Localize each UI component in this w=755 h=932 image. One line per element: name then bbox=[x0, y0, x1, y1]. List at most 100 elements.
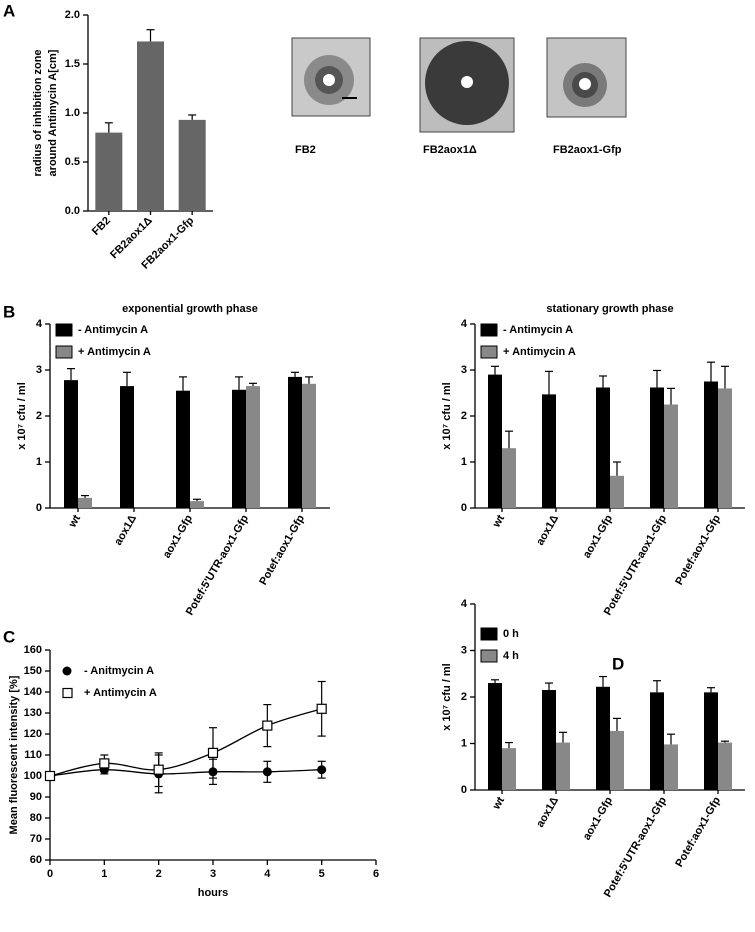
y-tick-label: 4 bbox=[36, 318, 43, 330]
panel-label: C bbox=[3, 627, 15, 646]
bar bbox=[178, 119, 206, 211]
bar bbox=[664, 744, 678, 790]
legend-swatch bbox=[480, 649, 498, 663]
y-tick-label: 3 bbox=[461, 644, 467, 656]
y-axis-label: radius of inhibition zone bbox=[32, 49, 44, 176]
x-tick-label: wt bbox=[490, 513, 507, 531]
y-tick-label: 110 bbox=[24, 749, 42, 761]
y-tick-label: 2 bbox=[461, 410, 467, 422]
photo-label: FB2aox1-Gfp bbox=[553, 144, 622, 156]
y-tick-label: 3 bbox=[36, 364, 42, 376]
y-tick-label: 1 bbox=[36, 456, 42, 468]
bar bbox=[650, 387, 664, 508]
y-tick-label: 2 bbox=[461, 691, 467, 703]
point bbox=[153, 764, 164, 775]
photo bbox=[419, 37, 515, 133]
point bbox=[99, 758, 110, 769]
bar bbox=[78, 497, 92, 508]
panel-label: D bbox=[612, 654, 624, 673]
legend-swatch bbox=[480, 345, 498, 359]
legend-label: 0 h bbox=[503, 628, 519, 640]
x-tick-label: aox1Δ bbox=[112, 513, 139, 548]
bar bbox=[64, 380, 78, 508]
x-tick-label: 6 bbox=[373, 868, 379, 880]
y-tick-label: 2 bbox=[36, 410, 42, 422]
bar bbox=[542, 690, 556, 790]
bar bbox=[556, 742, 570, 790]
bar bbox=[718, 742, 732, 790]
point bbox=[317, 765, 327, 775]
bar bbox=[650, 692, 664, 790]
y-tick-label: 1 bbox=[461, 456, 467, 468]
photo-label: FB2 bbox=[295, 144, 316, 156]
legend-label: + Antimycin A bbox=[84, 687, 157, 699]
x-tick-label: Potef:5'UTR-aox1-Gfp bbox=[602, 795, 669, 900]
bar bbox=[610, 730, 624, 790]
bar bbox=[190, 501, 204, 508]
x-tick-label: 5 bbox=[319, 868, 325, 880]
y-tick-label: 60 bbox=[30, 854, 42, 866]
bar bbox=[302, 383, 316, 508]
y-tick-label: 2.0 bbox=[65, 9, 80, 21]
legend-label: + Antimycin A bbox=[78, 346, 151, 358]
x-tick-label: Potef:5'UTR-aox1-Gfp bbox=[184, 513, 251, 618]
x-tick-label: aox1Δ bbox=[534, 795, 561, 830]
photo bbox=[291, 37, 371, 117]
y-tick-label: 90 bbox=[30, 791, 42, 803]
bar bbox=[704, 381, 718, 508]
y-tick-label: 120 bbox=[24, 728, 42, 740]
point bbox=[207, 747, 219, 759]
legend-marker bbox=[62, 687, 73, 699]
x-tick-label: 4 bbox=[264, 868, 271, 880]
bar bbox=[288, 376, 302, 508]
bar bbox=[718, 388, 732, 508]
chart-title: exponential growth phase bbox=[122, 303, 258, 315]
bar bbox=[246, 386, 260, 508]
bar bbox=[95, 132, 123, 211]
x-tick-label: Potef:aox1-Gfp bbox=[257, 513, 307, 588]
y-tick-label: 130 bbox=[24, 707, 42, 719]
y-tick-label: 70 bbox=[30, 833, 42, 845]
legend-swatch bbox=[480, 627, 498, 641]
y-axis-label: around Antimycin A[cm] bbox=[47, 49, 59, 176]
y-tick-label: 0 bbox=[461, 784, 467, 796]
x-tick-label: 0 bbox=[47, 868, 53, 880]
y-tick-label: 140 bbox=[24, 686, 42, 698]
legend-label: + Antimycin A bbox=[503, 346, 576, 358]
y-axis-label: x 10⁷ cfu / ml bbox=[441, 382, 453, 450]
legend-label: 4 h bbox=[503, 650, 519, 662]
x-tick-label: Potef:aox1-Gfp bbox=[673, 795, 723, 870]
bar bbox=[176, 390, 190, 508]
bar bbox=[502, 748, 516, 790]
point bbox=[316, 703, 327, 714]
legend-swatch bbox=[55, 345, 73, 359]
panel-label: A bbox=[3, 1, 15, 20]
x-tick-label: 3 bbox=[210, 868, 216, 880]
y-axis-label: x 10⁷ cfu / ml bbox=[441, 663, 453, 731]
y-axis-label: x 10⁷ cfu / ml bbox=[16, 382, 28, 450]
legend-marker bbox=[62, 666, 72, 676]
y-tick-label: 160 bbox=[24, 644, 42, 656]
bar bbox=[232, 389, 246, 508]
x-tick-label: 1 bbox=[101, 868, 107, 880]
x-tick-label: wt bbox=[490, 795, 507, 813]
bar bbox=[502, 448, 516, 508]
y-tick-label: 80 bbox=[30, 812, 42, 824]
x-tick-label: aox1-Gfp bbox=[161, 513, 195, 561]
y-tick-label: 3 bbox=[461, 364, 467, 376]
y-tick-label: 0.0 bbox=[65, 205, 80, 217]
legend-label: - Antimycin A bbox=[503, 324, 573, 336]
x-axis-label: hours bbox=[198, 887, 229, 899]
y-tick-label: 0.5 bbox=[65, 156, 80, 168]
y-tick-label: 150 bbox=[24, 665, 42, 677]
x-tick-label: Potef:aox1-Gfp bbox=[673, 513, 723, 588]
y-tick-label: 1.0 bbox=[65, 107, 80, 119]
x-tick-label: Potef:5'UTR-aox1-Gfp bbox=[602, 513, 669, 618]
fit-curve bbox=[49, 708, 322, 777]
chart-title: stationary growth phase bbox=[546, 303, 673, 315]
x-tick-label: FB2 bbox=[90, 215, 113, 238]
photo-label: FB2aox1Δ bbox=[423, 144, 477, 156]
point bbox=[44, 770, 56, 782]
legend-swatch bbox=[480, 323, 498, 337]
bar bbox=[120, 386, 134, 508]
